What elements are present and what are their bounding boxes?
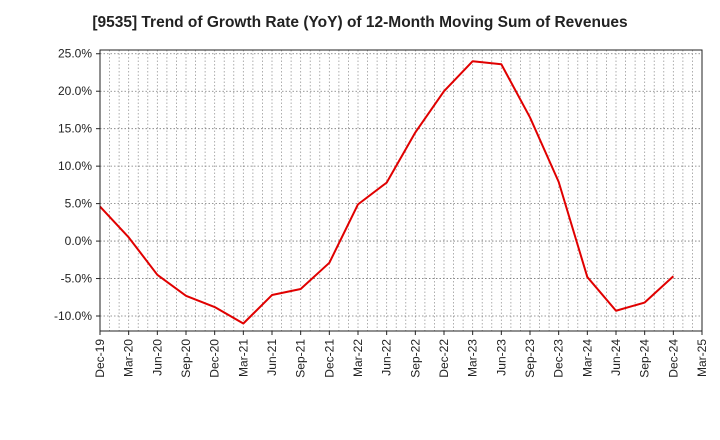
x-tick-label: Jun-20	[150, 339, 164, 376]
y-tick-label: 25.0%	[58, 47, 92, 61]
x-tick-label: Mar-25	[695, 339, 709, 377]
x-tick-label: Mar-21	[236, 339, 250, 377]
x-tick-label: Sep-21	[294, 339, 308, 378]
x-tick-label: Sep-22	[408, 339, 422, 378]
x-tick-label: Jun-22	[380, 339, 394, 376]
x-tick-label: Mar-24	[580, 339, 594, 377]
x-tick-label: Dec-19	[93, 339, 107, 378]
x-tick-label: Mar-23	[466, 339, 480, 377]
chart-title: [9535] Trend of Growth Rate (YoY) of 12-…	[92, 14, 628, 31]
y-tick-label: 0.0%	[65, 234, 93, 248]
x-tick-label: Jun-24	[609, 339, 623, 376]
y-tick-label: 10.0%	[58, 159, 92, 173]
y-tick-label: 15.0%	[58, 122, 92, 136]
x-tick-label: Dec-21	[322, 339, 336, 378]
x-tick-label: Mar-22	[351, 339, 365, 377]
x-tick-label: Dec-20	[208, 339, 222, 378]
x-tick-label: Sep-24	[638, 339, 652, 378]
y-tick-label: 20.0%	[58, 84, 92, 98]
x-tick-label: Sep-20	[179, 339, 193, 378]
y-tick-label: -5.0%	[61, 272, 93, 286]
x-tick-label: Jun-21	[265, 339, 279, 376]
y-tick-label: 5.0%	[65, 197, 93, 211]
x-tick-label: Dec-24	[666, 339, 680, 378]
x-axis-ticks: Dec-19 Mar-20 Jun-20 Sep-20 Dec-20 Mar-21 Jun-…	[93, 331, 709, 378]
x-tick-label: Dec-22	[437, 339, 451, 378]
x-tick-label: Dec-23	[552, 339, 566, 378]
y-axis-ticks: 25.0% 20.0% 15.0% 10.0% 5.0% 0.0% -5.0% -10.0%	[54, 47, 100, 323]
plot-frame	[99, 49, 703, 332]
grid	[100, 50, 702, 331]
series-line	[99, 60, 675, 325]
x-tick-label: Mar-20	[122, 339, 136, 377]
y-tick-label: -10.0%	[54, 309, 92, 323]
series	[99, 60, 675, 325]
x-tick-label: Jun-23	[494, 339, 508, 376]
x-tick-label: Sep-23	[523, 339, 537, 378]
